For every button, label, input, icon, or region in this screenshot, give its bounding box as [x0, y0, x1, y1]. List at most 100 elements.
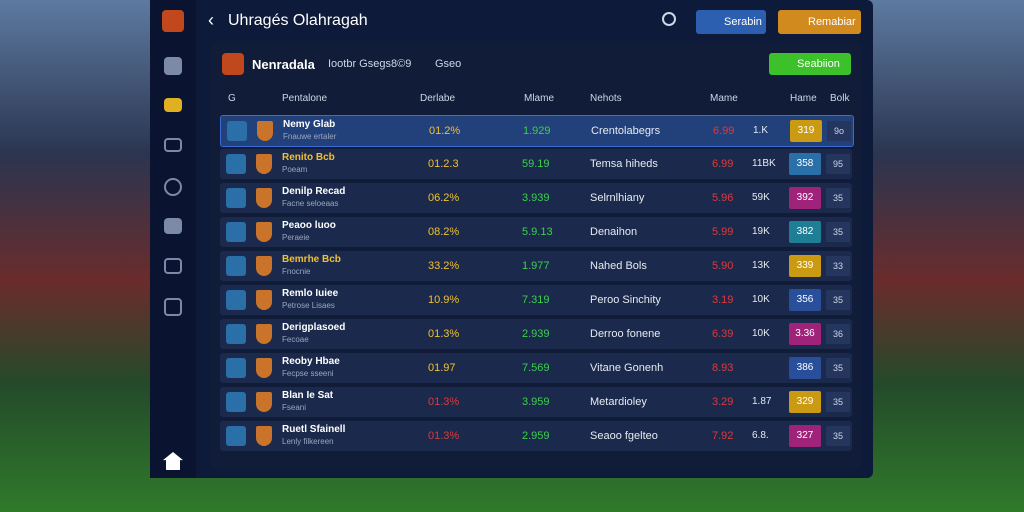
price: 3.29: [712, 396, 734, 408]
content-panel: Nenradala Iootbr Gsegs8©9 Gseo Seabiion …: [210, 43, 862, 468]
team-badge: [226, 290, 246, 310]
team-name: Nemy Glab: [283, 119, 336, 130]
team-badge: [226, 256, 246, 276]
odds: 33.2%: [428, 260, 460, 272]
market: Peroo Sinchity: [590, 294, 661, 306]
market: Denaihon: [590, 226, 638, 238]
badge[interactable]: 358: [789, 153, 821, 175]
extra: 35: [826, 290, 850, 310]
extra: 95: [826, 154, 850, 174]
nav-icon[interactable]: [164, 258, 182, 274]
market: Nahed Bols: [590, 260, 647, 272]
panel-subtitle: Iootbr Gsegs8©9: [328, 58, 412, 70]
badge[interactable]: 327: [789, 425, 821, 447]
nav-icon[interactable]: [164, 218, 182, 234]
column-header: G: [228, 93, 236, 104]
badge[interactable]: 386: [789, 357, 821, 379]
odds: 10.9%: [428, 294, 460, 306]
team-name: Blan Ie Sat: [282, 390, 334, 401]
volume: 1.87: [752, 396, 772, 407]
header-button[interactable]: Remabiar: [778, 10, 861, 34]
odds: 01.3%: [428, 396, 460, 408]
volume: 59K: [752, 192, 770, 203]
team-crest: [257, 121, 273, 141]
table-row[interactable]: Derigplasoed Fecoae 01.3% 2.939 Derroo fonen…: [220, 319, 852, 349]
nav-icon[interactable]: [164, 138, 182, 152]
volume: 10K: [752, 328, 770, 339]
badge[interactable]: 339: [789, 255, 821, 277]
team-crest: [256, 290, 272, 310]
nav-icon[interactable]: [164, 98, 182, 112]
team-badge: [226, 324, 246, 344]
odds: 01.2.3: [428, 158, 459, 170]
team-crest: [256, 392, 272, 412]
badge[interactable]: 329: [789, 391, 821, 413]
team-sub: Peraeie: [282, 233, 310, 242]
nav-icon[interactable]: [164, 57, 182, 75]
nav-icon[interactable]: [164, 178, 182, 196]
market: Selrnlhiany: [590, 192, 645, 204]
price: 3.19: [712, 294, 734, 306]
table-row[interactable]: Nemy Glab Fnauwe ertaler 01.2% 1.929 Crentol…: [220, 115, 854, 147]
search-icon[interactable]: [662, 12, 676, 26]
back-button[interactable]: ‹: [208, 10, 214, 30]
panel-title: Nenradala: [252, 57, 315, 72]
team-name: Bemrhe Bcb: [282, 254, 341, 265]
table-row[interactable]: Ruetl Sfainell Lenly filkereen 01.3% 2.959 S…: [220, 421, 852, 451]
badge[interactable]: 319: [790, 120, 822, 142]
table-row[interactable]: Blan Ie Sat Fseani 01.3% 3.959 Metardioley 3.…: [220, 387, 852, 417]
team-sub: Fecoae: [282, 335, 309, 344]
volume: 19K: [752, 226, 770, 237]
team-crest: [256, 358, 272, 378]
team-crest: [256, 154, 272, 174]
column-header: Mame: [710, 93, 738, 104]
team-badge: [226, 358, 246, 378]
extra: 9o: [827, 121, 851, 141]
team-badge: [226, 426, 246, 446]
column-header: Pentalone: [282, 93, 328, 104]
badge[interactable]: 382: [789, 221, 821, 243]
team-sub: Poeam: [282, 165, 308, 174]
badge[interactable]: 356: [789, 289, 821, 311]
badge[interactable]: 392: [789, 187, 821, 209]
odds: 01.3%: [428, 430, 460, 442]
column-header: Bolk: [830, 93, 850, 104]
team-crest: [256, 256, 272, 276]
team-sub: Petrose Lisaes: [282, 301, 335, 310]
header-button[interactable]: Serabin: [696, 10, 766, 34]
team-crest: [256, 188, 272, 208]
sidebar: [150, 0, 196, 478]
nav-icon[interactable]: [164, 298, 182, 316]
team-name: Denilp Recad: [282, 186, 346, 197]
price: 8.93: [712, 362, 734, 374]
market: Vitane Gonenh: [590, 362, 664, 374]
table-row[interactable]: Bemrhe Bcb Fnocnie 33.2% 1.977 Nahed Bols 5.9…: [220, 251, 852, 281]
team-sub: Fnocnie: [282, 267, 311, 276]
rate: 2.959: [522, 430, 550, 442]
rate: 1.977: [522, 260, 550, 272]
extra: 35: [826, 222, 850, 242]
extra: 35: [826, 426, 850, 446]
table-row[interactable]: Renito Bcb Poeam 01.2.3 59.19 Temsa hiheds 6.…: [220, 149, 852, 179]
app-window: ‹ Uhragés Olahragah Serabin Remabiar Nen…: [150, 0, 873, 478]
team-badge: [226, 188, 246, 208]
extra: 35: [826, 392, 850, 412]
table-row[interactable]: Denilp Recad Facne seloeaas 06.2% 3.939 Selr…: [220, 183, 852, 213]
market: Crentolabegrs: [591, 125, 661, 137]
odds: 01.97: [428, 362, 456, 374]
panel-logo: [222, 53, 244, 75]
extra: 35: [826, 188, 850, 208]
table-row[interactable]: Remlo Iuiee Petrose Lisaes 10.9% 7.319 Peroo…: [220, 285, 852, 315]
home-icon[interactable]: [163, 452, 183, 470]
rate: 7.569: [522, 362, 550, 374]
table-row[interactable]: Reoby Hbae Fecpse sseeni 01.97 7.569 Vitane …: [220, 353, 852, 383]
table-row[interactable]: Peaoo luoo Peraeie 08.2% 5.9.13 Denaihon 5.99…: [220, 217, 852, 247]
team-name: Ruetl Sfainell: [282, 424, 346, 435]
action-button[interactable]: Seabiion: [769, 53, 851, 75]
extra: 35: [826, 358, 850, 378]
team-name: Renito Bcb: [282, 152, 335, 163]
badge[interactable]: 3.36: [789, 323, 821, 345]
team-name: Reoby Hbae: [282, 356, 340, 367]
team-sub: Lenly filkereen: [282, 437, 334, 446]
volume: 11BK: [752, 158, 776, 169]
